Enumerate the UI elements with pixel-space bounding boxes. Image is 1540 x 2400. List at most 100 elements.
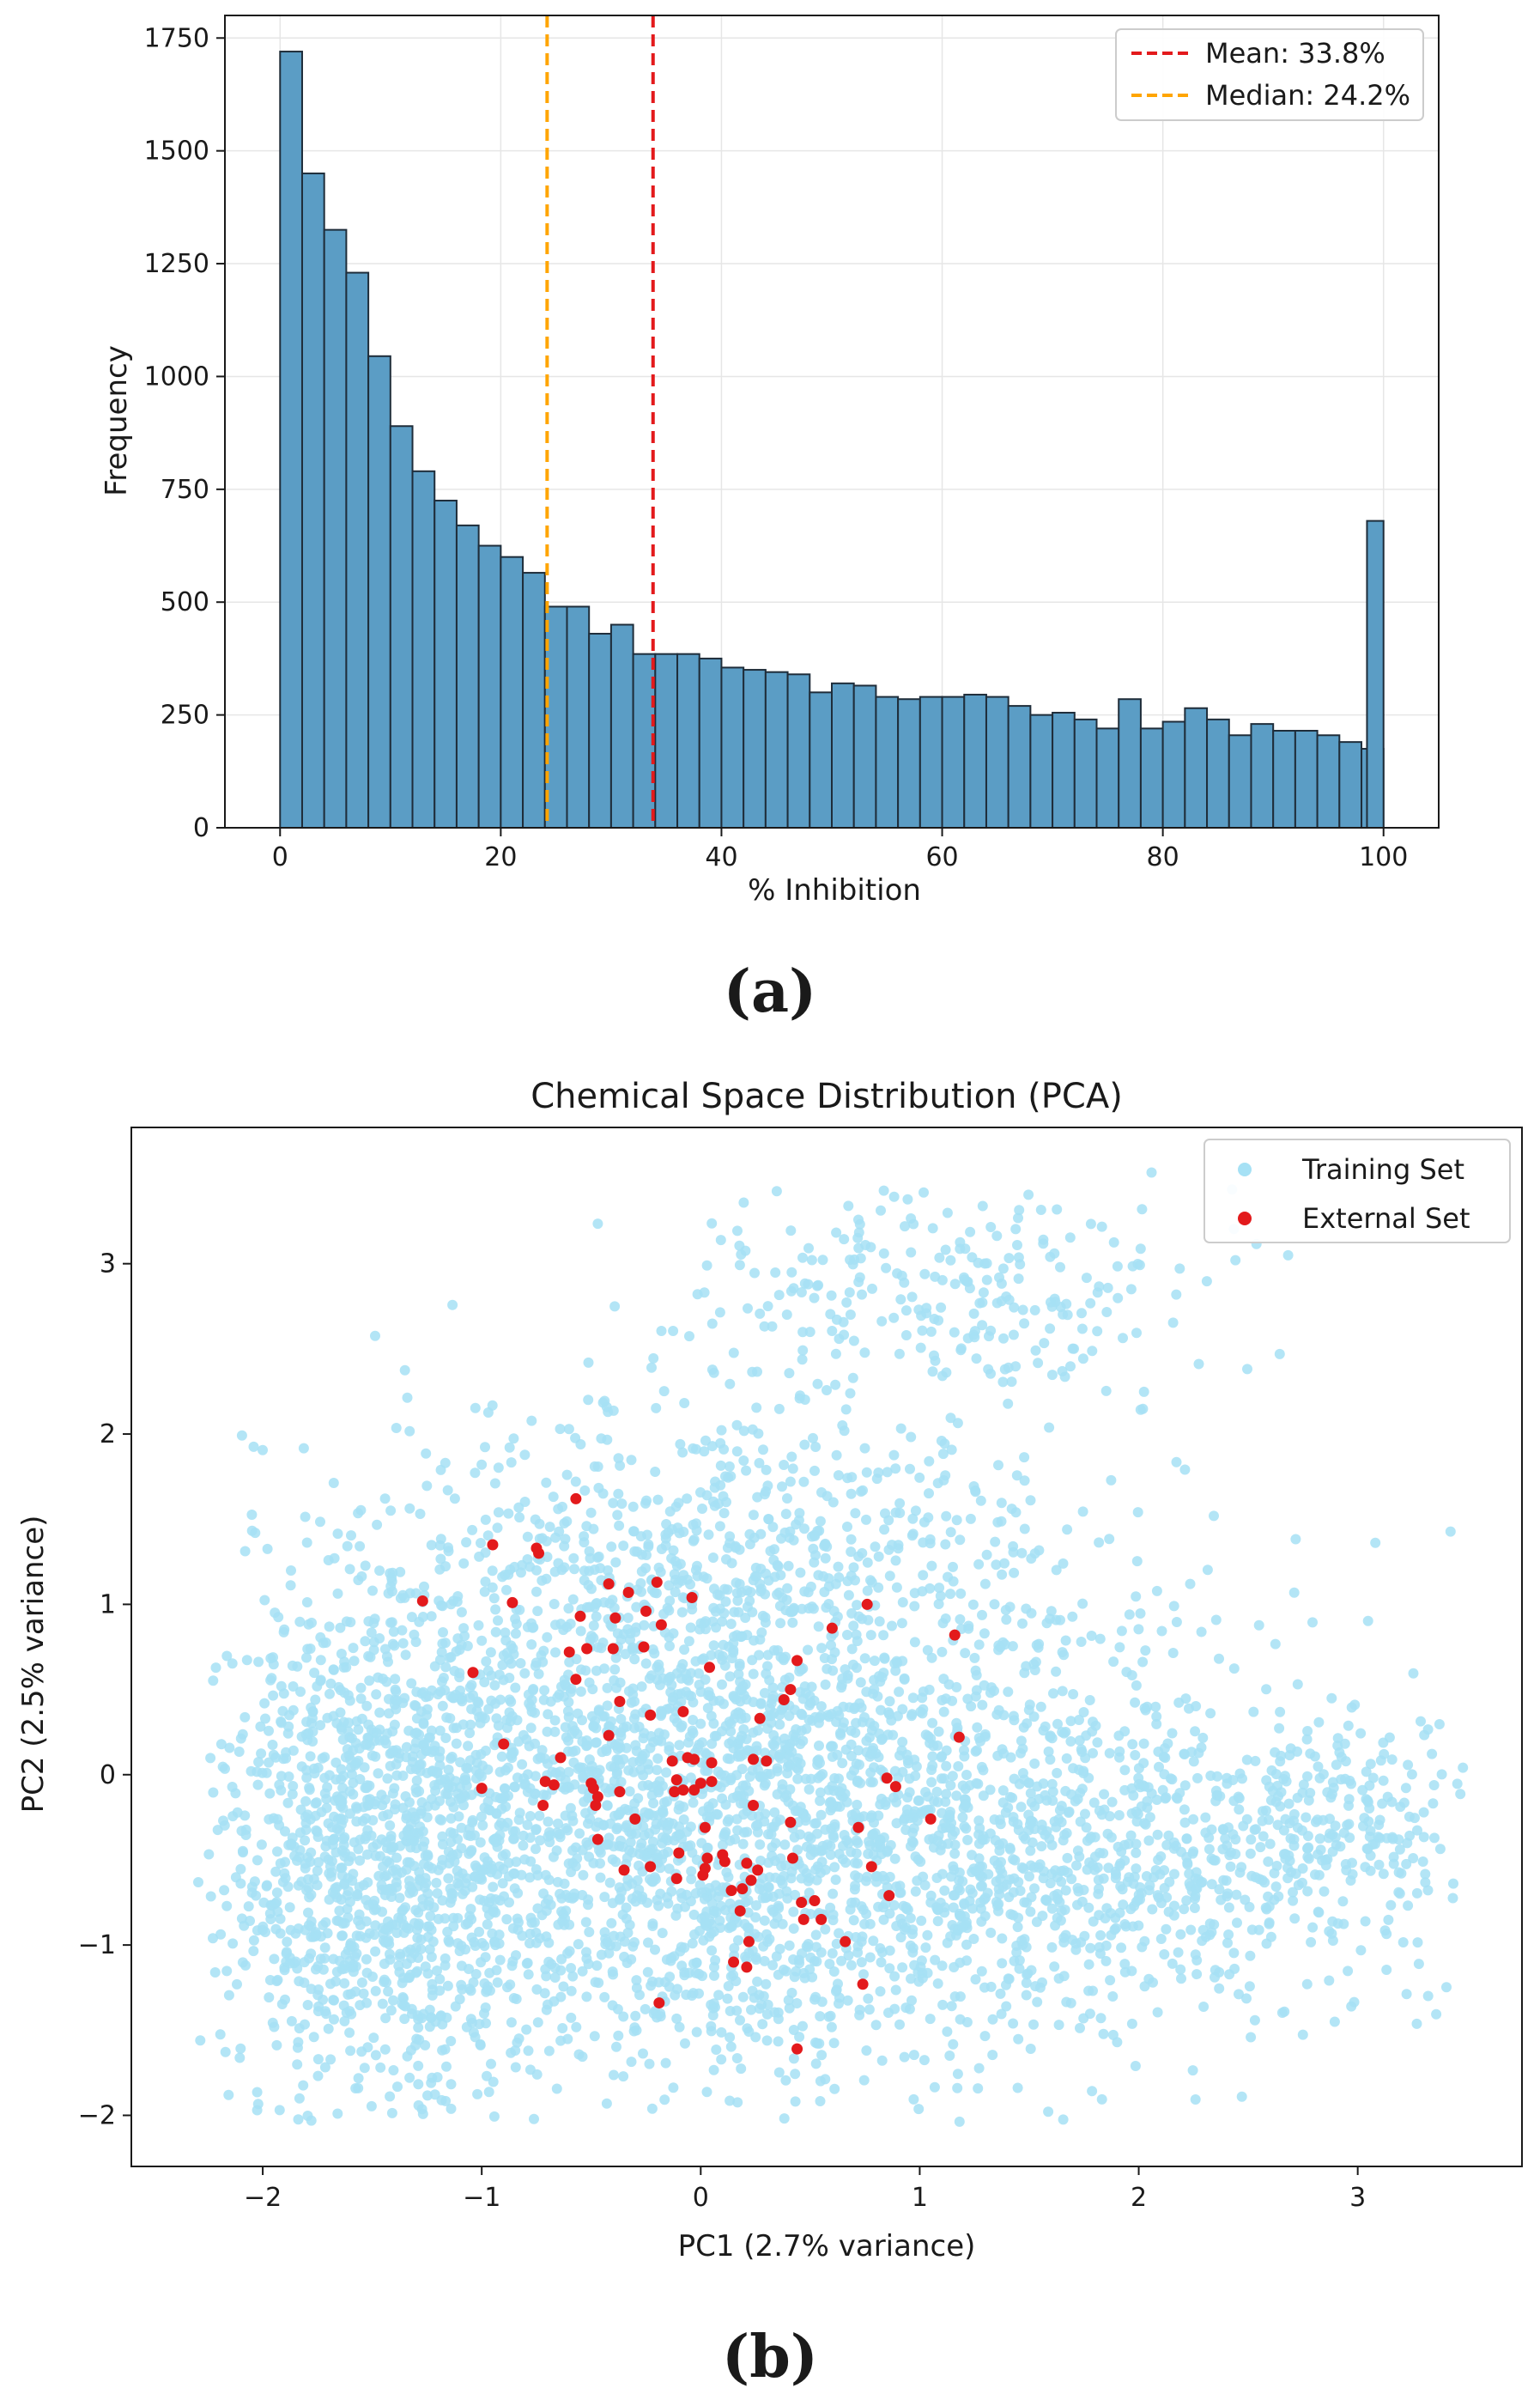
training-set-point bbox=[853, 1214, 864, 1225]
training-set-point bbox=[602, 1682, 613, 1693]
training-set-point bbox=[752, 1976, 763, 1987]
training-set-point bbox=[876, 1205, 886, 1216]
training-set-point bbox=[1153, 1855, 1164, 1865]
training-set-point bbox=[726, 1653, 737, 1664]
training-set-point bbox=[301, 1652, 312, 1663]
training-set-point bbox=[733, 1935, 743, 1946]
training-set-point bbox=[910, 1851, 921, 1862]
training-set-point bbox=[703, 1690, 714, 1701]
training-set-point bbox=[1127, 1739, 1138, 1750]
training-set-point bbox=[936, 1302, 947, 1313]
training-set-point bbox=[381, 1676, 392, 1687]
training-set-point bbox=[391, 1770, 403, 1781]
training-set-point bbox=[1118, 1899, 1129, 1911]
training-set-point bbox=[782, 1583, 793, 1594]
training-set-point bbox=[926, 1560, 937, 1571]
training-set-point bbox=[966, 1701, 977, 1712]
training-set-point bbox=[1080, 1808, 1090, 1820]
training-set-point bbox=[519, 1449, 531, 1461]
training-set-point bbox=[736, 1631, 747, 1642]
training-set-point bbox=[494, 1929, 505, 1941]
training-set-point bbox=[235, 2043, 246, 2054]
training-set-point bbox=[830, 1578, 841, 1589]
training-set-point bbox=[1055, 1261, 1065, 1273]
histogram-bar bbox=[985, 696, 1009, 829]
training-set-point bbox=[356, 1713, 367, 1724]
training-set-point bbox=[820, 1923, 831, 1935]
training-set-point bbox=[848, 1335, 859, 1346]
training-set-point bbox=[1131, 1556, 1143, 1567]
training-set-point bbox=[999, 1558, 1009, 1569]
legend-mean-label: Mean: 33.8% bbox=[1205, 37, 1385, 70]
training-set-point bbox=[470, 1765, 482, 1776]
training-set-point bbox=[332, 2108, 343, 2119]
training-set-point bbox=[523, 1969, 534, 1980]
training-set-point bbox=[725, 1718, 737, 1729]
training-set-point bbox=[1076, 1308, 1087, 1319]
training-set-point bbox=[493, 1462, 504, 1473]
training-set-point bbox=[1013, 1212, 1023, 1224]
training-set-point bbox=[670, 1587, 681, 1598]
training-set-point bbox=[1105, 1975, 1116, 1986]
training-set-point bbox=[911, 1761, 922, 1772]
training-set-point bbox=[349, 1656, 360, 1667]
training-set-point bbox=[1076, 1637, 1087, 1647]
training-set-point bbox=[550, 1647, 561, 1658]
training-set-point bbox=[354, 1909, 365, 1920]
training-set-point bbox=[669, 1713, 680, 1724]
training-set-point bbox=[762, 1480, 773, 1492]
training-set-point bbox=[636, 1566, 647, 1577]
training-set-point bbox=[353, 1724, 364, 1735]
training-set-point bbox=[286, 2015, 297, 2026]
training-set-point bbox=[276, 1785, 287, 1795]
training-set-point bbox=[827, 1947, 838, 1959]
training-set-point bbox=[849, 1704, 860, 1715]
training-set-point bbox=[973, 2063, 985, 2074]
training-set-point bbox=[436, 1600, 446, 1611]
training-set-point bbox=[422, 2090, 433, 2101]
training-set-point bbox=[815, 1795, 826, 1807]
training-set-point bbox=[1127, 1921, 1138, 1932]
training-set-point bbox=[922, 1644, 933, 1656]
training-set-point bbox=[253, 1656, 264, 1668]
training-set-point bbox=[998, 1710, 1009, 1721]
training-set-point bbox=[803, 1783, 815, 1795]
training-set-point bbox=[725, 1538, 736, 1549]
training-set-point bbox=[287, 1789, 298, 1800]
training-set-point bbox=[1191, 1867, 1202, 1878]
training-set-point bbox=[1139, 1818, 1150, 1829]
training-set-point bbox=[446, 1827, 456, 1838]
training-set-point bbox=[990, 1536, 1001, 1547]
training-set-point bbox=[1113, 1292, 1124, 1303]
training-set-point bbox=[1143, 1835, 1155, 1846]
training-set-point bbox=[366, 1627, 377, 1638]
training-set-point bbox=[968, 1934, 979, 1944]
training-set-point bbox=[725, 2041, 737, 2052]
training-set-point bbox=[577, 1844, 588, 1856]
training-set-point bbox=[755, 1583, 767, 1595]
training-set-point bbox=[919, 1880, 931, 1891]
training-set-point bbox=[580, 1917, 591, 1928]
training-set-point bbox=[777, 1681, 788, 1692]
training-set-point bbox=[890, 1665, 901, 1676]
training-set-point bbox=[549, 1715, 561, 1726]
training-set-point bbox=[487, 1565, 498, 1577]
training-set-point bbox=[793, 1954, 804, 1966]
training-set-point bbox=[1225, 1861, 1236, 1872]
training-set-point bbox=[475, 1837, 486, 1848]
training-set-point bbox=[454, 1994, 465, 2005]
training-set-point bbox=[1046, 1778, 1058, 1789]
training-set-point bbox=[588, 1620, 599, 1631]
training-set-point bbox=[449, 1666, 460, 1676]
training-set-point bbox=[511, 1994, 522, 2004]
training-set-point bbox=[651, 1402, 662, 1413]
training-set-point bbox=[280, 1994, 290, 2005]
training-set-point bbox=[1077, 1598, 1088, 1609]
training-set-point bbox=[742, 1922, 753, 1933]
training-set-point bbox=[373, 1870, 385, 1881]
training-set-point bbox=[920, 1787, 931, 1797]
training-set-point bbox=[221, 1966, 233, 1977]
training-set-point bbox=[551, 2083, 562, 2094]
training-set-point bbox=[834, 1773, 844, 1784]
training-set-point bbox=[707, 2010, 718, 2020]
